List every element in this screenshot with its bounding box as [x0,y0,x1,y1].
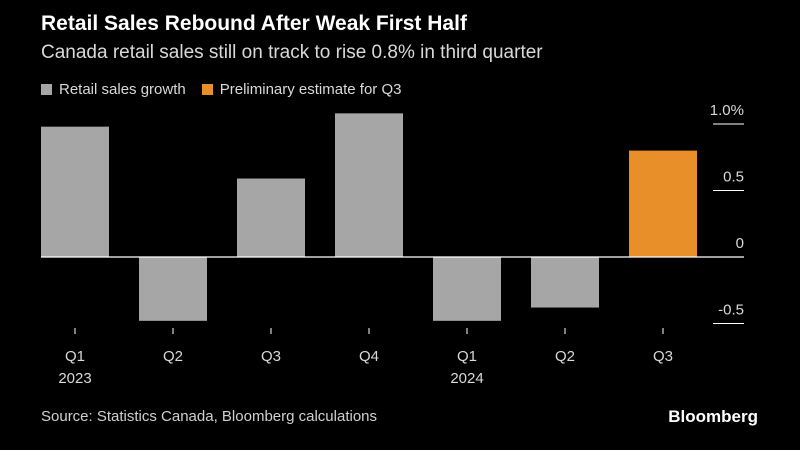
bar-actual [139,257,207,321]
legend-label-estimate: Preliminary estimate for Q3 [219,81,402,98]
legend-swatch-actual [41,84,52,95]
bar-actual [335,113,403,257]
x-tick-label: Q2 [555,348,575,365]
y-tick-label: -0.5 [718,302,744,319]
legend-item-estimate: Preliminary estimate for Q3 [201,81,402,98]
bar-actual [41,126,109,257]
x-tick-label: Q1 [457,348,477,365]
x-tick-label: Q3 [653,348,673,365]
bar-actual [237,178,305,257]
bar-actual [433,257,501,321]
source-note: Source: Statistics Canada, Bloomberg cal… [41,408,378,425]
chart-subtitle: Canada retail sales still on track to ri… [41,42,543,63]
x-tick-label: Q1 [65,348,85,365]
x-tick-label: Q3 [261,348,281,365]
legend-label-actual: Retail sales growth [59,81,186,98]
y-tick-label: 0.5 [723,169,744,186]
chart-title: Retail Sales Rebound After Weak First Ha… [41,12,467,35]
legend: Retail sales growth Preliminary estimate… [41,81,417,98]
x-year-label: 2023 [58,370,91,387]
bar-actual [531,257,599,308]
bar-estimate [629,150,697,257]
x-tick-label: Q4 [359,348,379,365]
x-year-label: 2024 [450,370,483,387]
y-tick-label: 0 [736,235,744,252]
legend-item-actual: Retail sales growth [41,81,186,98]
y-tick-label: 1.0% [710,102,744,119]
x-tick-label: Q2 [163,348,183,365]
legend-swatch-estimate [201,84,213,95]
brand-logo: Bloomberg [668,407,758,426]
